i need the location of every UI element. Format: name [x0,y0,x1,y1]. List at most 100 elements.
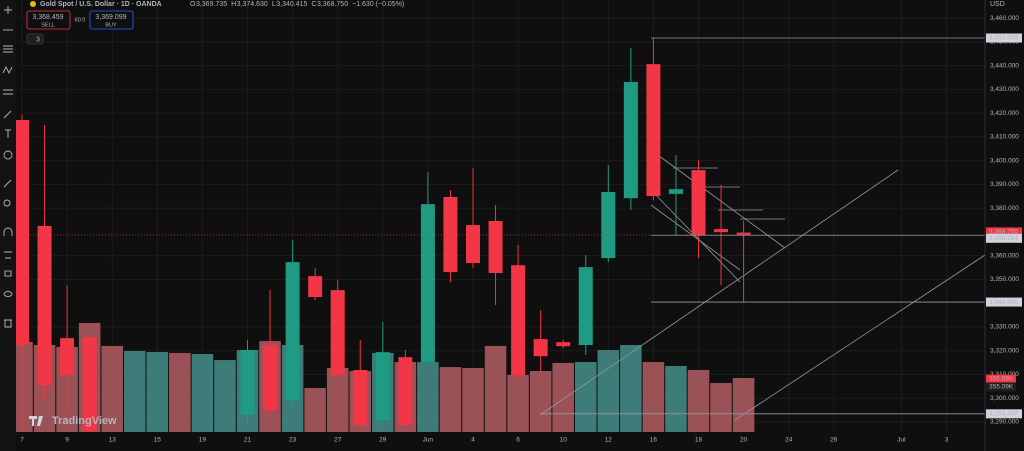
candle-body [420,204,435,363]
volume-tag [986,382,1016,392]
volume-bar [687,369,710,432]
trend-line[interactable] [650,189,741,283]
candle-body [714,229,729,233]
x-tick-label: 4 [471,437,475,444]
currency[interactable]: USD [990,1,1005,8]
buy-label: BUY [105,22,117,28]
draw-mode[interactable] [4,251,12,259]
level-label: 3,340.485 [989,299,1018,306]
x-tick-label: 24 [785,437,793,444]
buy-button[interactable] [89,10,134,30]
x-tick-label: 23 [289,437,297,444]
x-tick-label: 20 [740,437,748,444]
text-tool[interactable] [5,129,11,138]
brush-tool[interactable] [3,110,12,119]
pattern-tool[interactable] [2,65,13,75]
y-tick-label: 3,390.000 [990,181,1019,188]
candle-body [488,220,503,274]
x-tick-label: 29 [379,437,387,444]
x-tick-label: 10 [560,437,568,444]
indicators-count: 3 [36,36,40,43]
watermark-logo [29,416,43,426]
trend-line[interactable] [539,169,899,416]
candle-body [736,232,751,235]
candle-body [466,225,480,264]
ohlc-item: C [311,1,316,8]
y-tick-label: 3,300.000 [990,395,1019,402]
ohlc-item: H [231,1,236,8]
x-tick-label: 21 [244,437,252,444]
volume-bar [597,350,620,432]
volume-bar [507,374,529,432]
y-tick-label: 3,290.000 [990,419,1019,426]
candle-body [398,357,413,426]
projection-tool[interactable] [3,89,13,95]
magnet-tool[interactable] [3,227,13,236]
drawings [539,149,986,421]
x-tick-label: 9 [65,437,69,444]
candle-body [511,265,526,376]
volume-bar [191,353,214,432]
visibility-tool[interactable] [3,291,13,297]
trend-line[interactable] [734,254,986,421]
x-tick-label: Jun [423,437,434,444]
volume-bar [214,360,236,432]
candle-body [556,342,571,347]
icon-tool[interactable] [3,150,13,160]
ohlc-item: 3,369.735 [196,1,227,8]
candle-body [578,267,593,346]
level-tag [986,233,1022,243]
sell-button[interactable] [26,10,71,30]
ohlc-item: L [272,1,276,8]
trend-line[interactable] [650,204,741,271]
level-tag [986,227,1022,237]
indicators-toggle[interactable] [26,33,44,45]
x-tick-label: 16 [650,437,658,444]
trend-line[interactable] [650,149,786,249]
y-tick-label: 3,410.000 [990,134,1019,141]
symbol[interactable]: Gold Spot / U.S. Dollar · 1D · OANDA [40,1,162,8]
fib-tool[interactable] [3,45,13,53]
volume-tag [986,374,1016,384]
level-tag [986,409,1022,419]
crosshair-tool[interactable] [4,6,12,14]
volume-bar [326,367,349,432]
candle-body [285,262,300,401]
candle-body [375,352,390,421]
volume-bar [462,367,484,432]
candle-body [37,225,52,386]
x-tick-label: 12 [605,437,613,444]
volume-bar [710,383,732,432]
volume-bar [169,352,191,432]
y-tick-label: 3,440.000 [990,62,1019,69]
candle-body [533,339,548,357]
ohlc-item: 3,340.415 [276,1,307,8]
y-tick-label: 3,420.000 [990,110,1019,117]
volume-bar [484,345,507,432]
volume-bar [552,362,574,432]
time-axis: 7 9 13 15 19 21 23 27 29 Jun 4 6 10 12 16 18 20 24 26 Jul 3 [20,437,949,444]
volume-bar [146,352,169,432]
x-tick-label: Jul [897,437,906,444]
level-label: 3,451.608 [989,35,1018,42]
candle-body [263,345,278,411]
y-tick-label: 3,430.000 [990,86,1019,93]
x-tick-label: 7 [20,437,24,444]
buy-price: 3,369.099 [95,14,126,21]
watermark: TradingView [52,415,117,427]
candle-body [308,276,323,298]
candle-body [353,369,368,426]
candle-body [668,189,683,194]
delete-tool[interactable] [4,319,12,328]
candle-body [240,350,255,416]
candle-body [646,64,661,197]
zoom-tool[interactable] [3,199,11,207]
volume-bar [665,366,687,432]
level-tag [986,33,1022,43]
lock-tool[interactable] [4,270,12,277]
y-tick-label: 3,350.000 [990,276,1019,283]
ohlc-item: 3,374.630 [237,1,268,8]
measure-tool[interactable] [3,179,12,188]
